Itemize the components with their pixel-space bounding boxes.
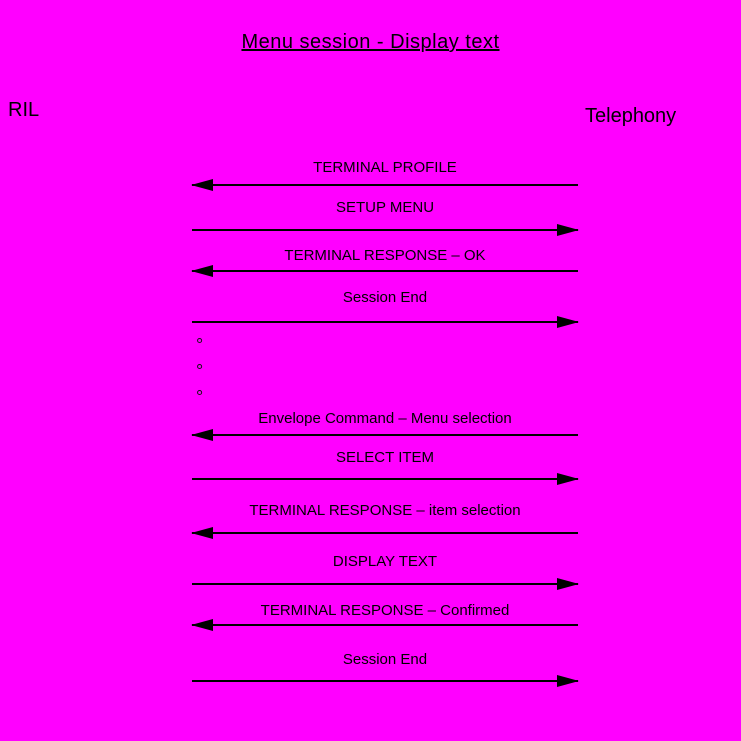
message-label: Envelope Command – Menu selection	[258, 410, 512, 427]
continuation-dot: °	[196, 387, 204, 407]
right-arrow	[192, 224, 579, 236]
message-label: SETUP MENU	[335, 199, 435, 216]
continuation-dot: °	[196, 335, 204, 355]
left-arrow	[191, 179, 578, 191]
message-label: Session End	[342, 289, 428, 306]
message-label: Session End	[342, 651, 428, 668]
message-label: TERMINAL RESPONSE – item selection	[249, 502, 521, 519]
message-label: DISPLAY TEXT	[332, 553, 438, 570]
left-arrow	[191, 619, 578, 631]
message-label: TERMINAL RESPONSE – Confirmed	[260, 602, 510, 619]
message-label: TERMINAL RESPONSE – OK	[284, 247, 486, 264]
right-arrow	[192, 473, 579, 485]
message-label: SELECT ITEM	[335, 449, 435, 466]
actor-label-ril: RIL	[8, 99, 40, 121]
right-arrow	[192, 675, 579, 687]
right-arrow	[192, 316, 579, 328]
message-label: TERMINAL PROFILE	[313, 159, 457, 176]
left-arrow	[191, 265, 578, 277]
diagram-title: Menu session - Display text	[241, 31, 500, 53]
continuation-dot: °	[196, 361, 204, 381]
actor-label-telephony: Telephony	[585, 105, 677, 127]
left-arrow	[191, 527, 578, 539]
left-arrow	[191, 429, 578, 441]
right-arrow	[192, 578, 579, 590]
